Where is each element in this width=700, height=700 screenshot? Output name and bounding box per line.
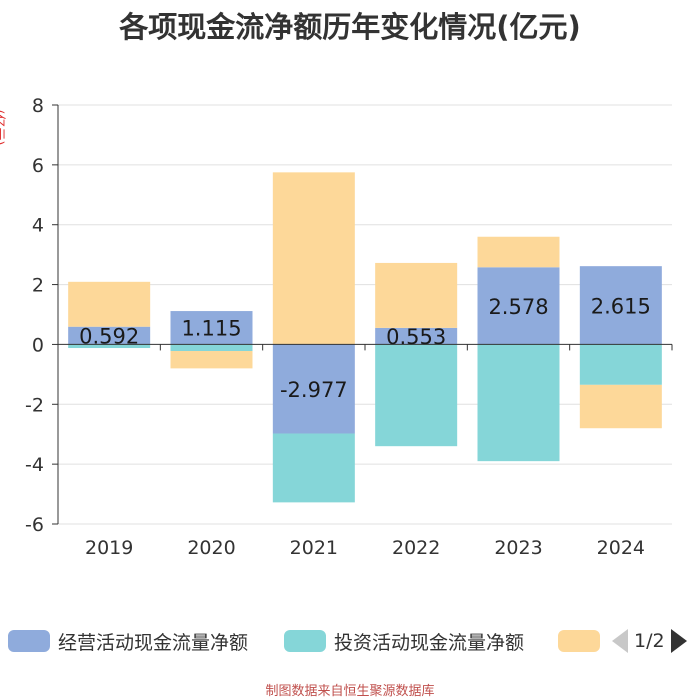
x-tick-label-2019: 2019 (85, 537, 133, 559)
data-label-2021: -2.977 (280, 378, 348, 402)
bar-2022-series-2[interactable] (375, 262, 458, 328)
y-tick-label: -2 (25, 394, 44, 416)
bar-2023-series-0[interactable] (477, 267, 560, 345)
y-tick-label: -4 (25, 454, 44, 476)
bar-2024-series-0[interactable] (579, 266, 662, 345)
y-tick-label: -6 (25, 514, 44, 536)
legend-item-operating-cashflow[interactable]: 经营活动现金流量净额 (8, 626, 248, 656)
bar-2019-series-1[interactable] (68, 344, 151, 349)
bar-2020-series-1[interactable] (170, 344, 253, 352)
x-tick-label-2023: 2023 (494, 537, 542, 559)
legend-prev-page-icon[interactable] (612, 629, 628, 653)
data-label-2022: 0.553 (386, 325, 446, 349)
legend-swatch-operating (8, 630, 50, 652)
bar-2024-series-2[interactable] (579, 384, 662, 429)
data-label-2024: 2.615 (591, 294, 651, 318)
chart-plot: -6 -4 -2 0 2 4 6 8 2019 2020 2021 2022 2023 2024 0.59… (25, 95, 673, 559)
legend-next-page-icon[interactable] (670, 629, 687, 653)
bar-2019-series-0[interactable] (68, 326, 151, 345)
x-tick-label-2022: 2022 (392, 537, 440, 559)
legend-item-financing-cashflow[interactable] (558, 626, 608, 656)
legend-label-investing: 投资活动现金流量净额 (334, 631, 525, 654)
bar-2021-series-1[interactable] (272, 433, 355, 503)
y-tick-label: 6 (32, 155, 44, 177)
legend-item-investing-cashflow[interactable]: 投资活动现金流量净额 (284, 626, 524, 656)
data-label-2019: 0.592 (79, 325, 139, 349)
bar-2023-series-2[interactable] (477, 236, 560, 268)
bar-2023-series-1[interactable] (477, 344, 560, 462)
bar-2022-series-1[interactable] (375, 344, 458, 447)
y-tick-label: 2 (32, 275, 44, 297)
x-tick-label-2024: 2024 (597, 537, 645, 559)
legend-swatch-investing (284, 630, 326, 652)
legend-label-operating: 经营活动现金流量净额 (58, 631, 249, 654)
y-tick-label: 0 (32, 334, 44, 356)
data-label-2023: 2.578 (488, 295, 548, 319)
legend-page-indicator: 1/2 (634, 630, 665, 652)
bar-2024-series-1[interactable] (579, 344, 662, 385)
data-source-footer: 制图数据来自恒生聚源数据库 (265, 684, 435, 699)
bar-2022-series-0[interactable] (375, 327, 458, 345)
y-tick-label: 8 (32, 95, 44, 117)
x-tick-label-2021: 2021 (290, 537, 338, 559)
bar-2019-series-2[interactable] (68, 281, 151, 327)
x-tick-label-2020: 2020 (187, 537, 235, 559)
legend-pager: 1/2 (612, 626, 687, 656)
data-label-2020: 1.115 (181, 317, 241, 341)
bar-2021-series-0[interactable] (272, 344, 355, 434)
legend: 经营活动现金流量净额 投资活动现金流量净额 1/2 (0, 626, 700, 656)
y-tick-label: 4 (32, 215, 44, 237)
bar-2021-series-2[interactable] (272, 172, 355, 345)
bar-2020-series-0[interactable] (170, 311, 253, 345)
legend-swatch-financing (558, 630, 600, 652)
bar-2020-series-2[interactable] (170, 351, 253, 369)
chart-title: 各项现金流净额历年变化情况(亿元) (119, 10, 581, 44)
